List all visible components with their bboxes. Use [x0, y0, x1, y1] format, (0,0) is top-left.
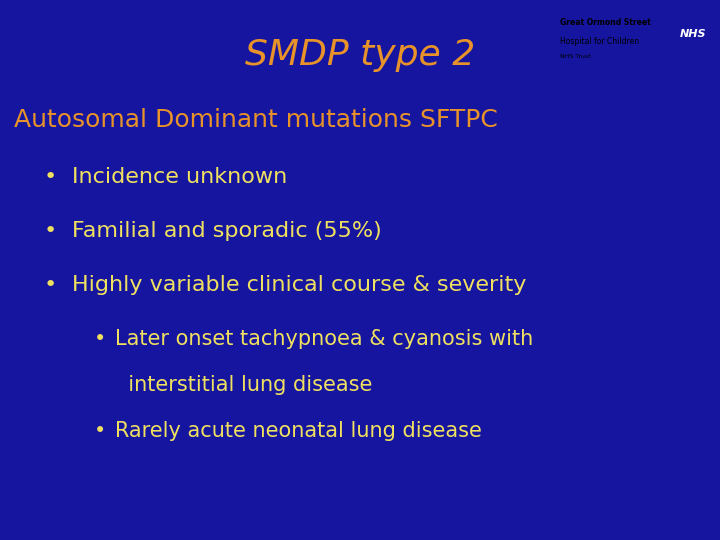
Text: NHS Trust: NHS Trust	[560, 53, 591, 59]
Text: SMDP type 2: SMDP type 2	[245, 38, 475, 72]
Text: •: •	[94, 421, 106, 441]
Text: Later onset tachypnoea & cyanosis with: Later onset tachypnoea & cyanosis with	[115, 329, 534, 349]
Text: Highly variable clinical course & severity: Highly variable clinical course & severi…	[72, 275, 526, 295]
Text: NHS: NHS	[680, 29, 706, 39]
Text: •: •	[43, 275, 56, 295]
Text: •: •	[43, 221, 56, 241]
Text: Rarely acute neonatal lung disease: Rarely acute neonatal lung disease	[115, 421, 482, 441]
Text: Hospital for Children: Hospital for Children	[560, 37, 639, 45]
Text: Familial and sporadic (55%): Familial and sporadic (55%)	[72, 221, 382, 241]
Text: Autosomal Dominant mutations SFTPC: Autosomal Dominant mutations SFTPC	[14, 108, 498, 132]
Text: •: •	[94, 329, 106, 349]
Text: Incidence unknown: Incidence unknown	[72, 167, 287, 187]
Text: •: •	[43, 167, 56, 187]
Text: Great Ormond Street: Great Ormond Street	[560, 18, 651, 27]
Text: interstitial lung disease: interstitial lung disease	[115, 375, 372, 395]
